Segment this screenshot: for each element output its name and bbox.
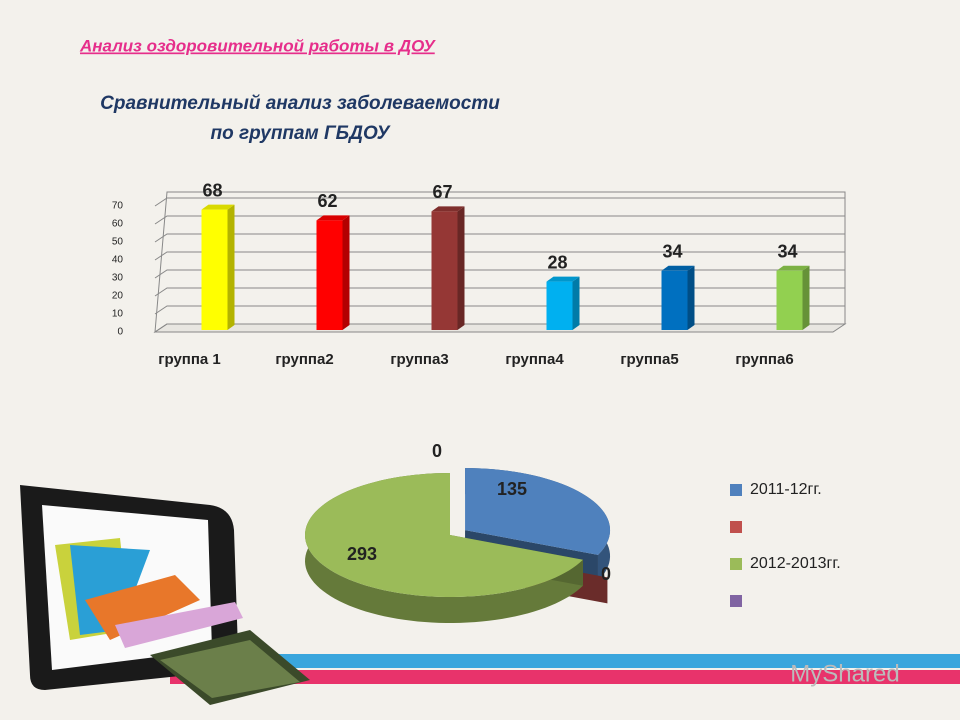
y-tick-label: 10 <box>112 309 124 320</box>
slide-header: Анализ оздоровительной работы в ДОУ <box>79 36 436 55</box>
x-tick-label: группа 1 <box>158 351 221 368</box>
stripe-blue <box>170 654 960 668</box>
y-tick-label: 0 <box>117 327 123 338</box>
pie-slice <box>305 473 583 597</box>
x-tick-label: группа5 <box>620 351 678 368</box>
legend-swatch <box>730 558 742 570</box>
legend-swatch <box>730 595 742 607</box>
bar-top <box>776 265 810 271</box>
x-tick-label: группа6 <box>735 351 793 368</box>
value-label: 68 <box>202 180 222 200</box>
bar-top <box>201 204 235 210</box>
bar <box>201 209 228 330</box>
value-label: 0 <box>601 564 611 584</box>
grid-line <box>154 215 845 225</box>
bar <box>546 281 573 330</box>
bar-top <box>661 265 695 271</box>
chart-title: Сравнительный анализ заболеваемости <box>100 93 500 114</box>
bar-top <box>546 276 580 282</box>
grid-line <box>154 305 845 315</box>
legend-swatch <box>730 484 742 496</box>
grid-line <box>154 197 845 207</box>
y-tick-label: 60 <box>112 219 124 230</box>
bar-side <box>687 265 695 330</box>
grid-line <box>154 323 845 333</box>
value-label: 62 <box>317 191 337 211</box>
plot-floor <box>153 323 847 333</box>
value-label: 67 <box>432 182 452 202</box>
watermark: MyShared <box>790 660 899 687</box>
y-tick-label: 70 <box>112 201 124 212</box>
grid-line <box>154 251 845 261</box>
pie-slice <box>465 468 611 555</box>
legend-label: 2012-2013гг. <box>750 555 841 572</box>
bar <box>431 211 458 330</box>
x-tick-label: группа2 <box>275 351 333 368</box>
x-tick-label: группа3 <box>390 351 448 368</box>
tablet-illustration <box>20 485 310 705</box>
value-label: 34 <box>777 242 797 262</box>
legend-swatch <box>730 521 742 533</box>
legend-label: 2011-12гг. <box>750 481 822 498</box>
bar-top <box>316 215 350 221</box>
y-tick-label: 40 <box>112 255 124 266</box>
bar <box>776 270 803 330</box>
bar-side <box>572 276 580 330</box>
y-tick-label: 50 <box>112 237 124 248</box>
grid-line <box>154 233 845 243</box>
stripe-red <box>170 670 960 684</box>
grid-line <box>154 269 845 279</box>
value-label: 135 <box>497 479 527 499</box>
bar <box>316 220 343 330</box>
bar-top <box>431 206 465 212</box>
bar <box>661 270 688 330</box>
y-tick-label: 30 <box>112 273 124 284</box>
value-label: 34 <box>662 242 682 262</box>
value-label: 0 <box>432 441 442 461</box>
chart-title: по группам ГБДОУ <box>211 123 392 144</box>
value-label: 293 <box>347 544 377 564</box>
bar-side <box>802 265 810 330</box>
y-tick-label: 20 <box>112 291 124 302</box>
bar-side <box>342 215 350 330</box>
bar-side <box>227 204 235 330</box>
bar-side <box>457 206 465 330</box>
grid-line <box>154 287 845 297</box>
x-tick-label: группа4 <box>505 351 564 368</box>
value-label: 28 <box>547 252 567 272</box>
